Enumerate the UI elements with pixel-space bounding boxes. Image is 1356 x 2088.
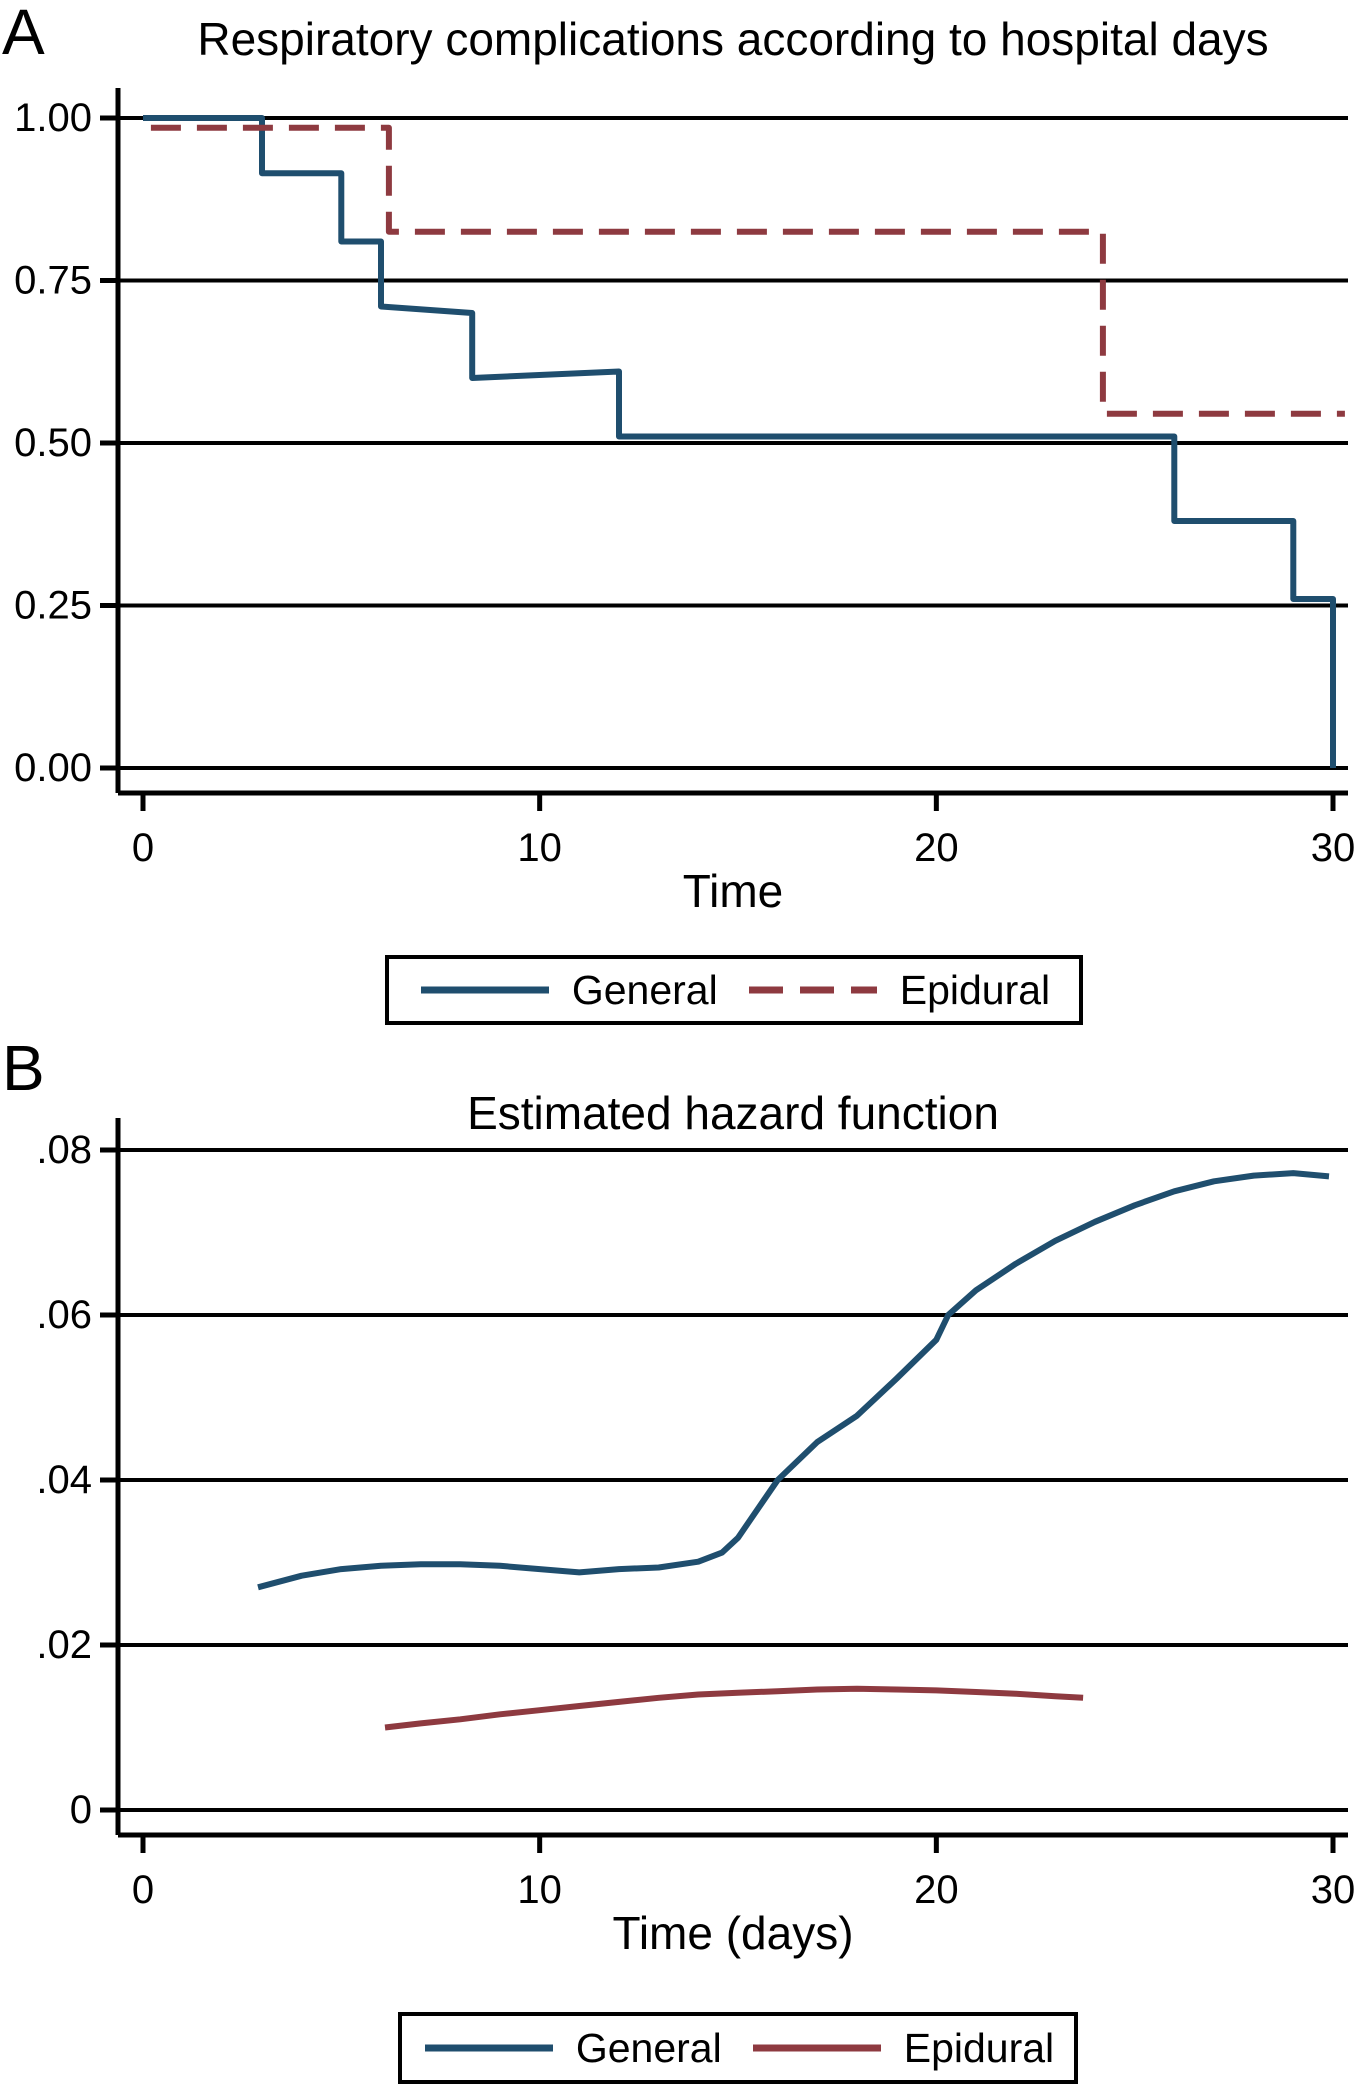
panel-a-title: Respiratory complications according to h… — [197, 13, 1269, 65]
legend-label-epidural: Epidural — [903, 2024, 1055, 2071]
panel-b-legend: General Epidural — [398, 2012, 1078, 2084]
y-tick-label: .02 — [36, 1623, 92, 1667]
legend-item-epidural: Epidural — [750, 2024, 1055, 2071]
x-tick-label: 0 — [132, 1868, 154, 1912]
x-tick-label: 20 — [914, 826, 959, 870]
x-tick-label: 10 — [517, 826, 562, 870]
y-tick-label: .06 — [36, 1293, 92, 1337]
series-general — [257, 1170, 1330, 1591]
panel-a-xaxis-label: Time — [682, 865, 784, 917]
panel-b-label: B — [2, 1032, 45, 1104]
general-line-sample — [424, 2044, 553, 2052]
y-tick-label: .08 — [36, 1128, 92, 1172]
general-line-sample — [420, 986, 549, 994]
legend-item-general: General — [418, 966, 718, 1013]
legend-label-general: General — [575, 2024, 722, 2071]
panel-b-xaxis-label: Time (days) — [612, 1907, 854, 1959]
series-general — [143, 115, 1336, 768]
legend-label-epidural: Epidural — [899, 966, 1051, 1013]
x-tick-label: 10 — [517, 1868, 562, 1912]
series-epidural — [150, 124, 1345, 417]
y-tick-label: 0.00 — [14, 746, 92, 790]
x-tick-label: 0 — [132, 826, 154, 870]
x-tick-label: 20 — [914, 1868, 959, 1912]
panel-a-label: A — [2, 0, 45, 68]
epidural-line-sample — [752, 2044, 881, 2052]
y-tick-label: 0.50 — [14, 421, 92, 465]
legend-label-general: General — [571, 966, 718, 1013]
x-tick-label: 30 — [1311, 826, 1356, 870]
y-tick-label: .04 — [36, 1458, 92, 1502]
panel-a-legend: General Epidural — [385, 955, 1083, 1025]
legend-item-general: General — [422, 2024, 722, 2071]
y-tick-label: 0.75 — [14, 259, 92, 303]
x-tick-label: 30 — [1311, 1868, 1356, 1912]
epidural-line-sample — [748, 986, 877, 994]
y-tick-label: 1.00 — [14, 96, 92, 140]
legend-item-epidural: Epidural — [746, 966, 1051, 1013]
y-tick-label: 0 — [70, 1788, 92, 1832]
y-tick-label: 0.25 — [14, 584, 92, 628]
panel-b-title: Estimated hazard function — [467, 1087, 999, 1139]
series-epidural — [384, 1685, 1084, 1731]
